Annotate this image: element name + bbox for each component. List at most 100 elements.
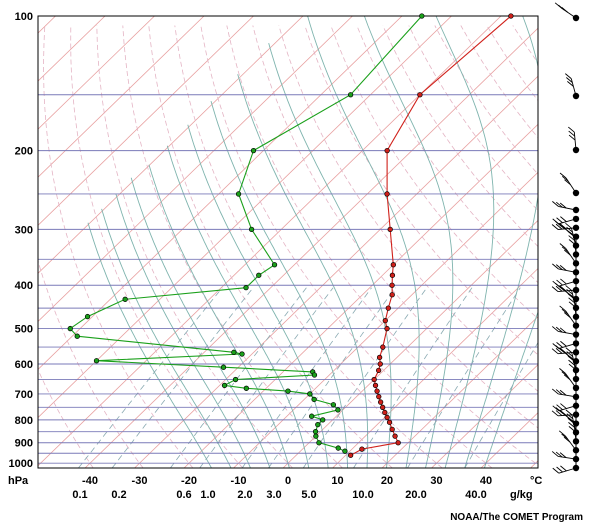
- dewpoint-point: [347, 92, 354, 98]
- wind-barb-shaft: [558, 414, 577, 417]
- wind-barb-feather: [566, 288, 573, 295]
- temperature-point: [380, 404, 386, 410]
- dry-adiabat-line: [38, 368, 94, 468]
- mixing-ratio-line: [302, 287, 428, 468]
- wind-barb-feather: [560, 216, 567, 223]
- temperature-point: [390, 262, 396, 268]
- dewpoint-point: [307, 391, 313, 397]
- temperature-point: [384, 147, 390, 154]
- wind-barb-feather: [567, 81, 574, 87]
- mixing-ratio-line: [353, 287, 473, 468]
- wind-barb-feather: [565, 409, 573, 416]
- wind-barb-feather: [556, 279, 563, 286]
- temperature-point: [371, 376, 377, 383]
- wind-barb-shaft: [558, 393, 577, 398]
- isotherm-line: [38, 16, 452, 419]
- wind-barb-station: [572, 402, 580, 409]
- wind-barb-feather: [567, 231, 575, 237]
- dewpoint-point: [315, 422, 321, 428]
- wind-barb-feather: [568, 134, 576, 141]
- wind-barb-feather: [551, 224, 559, 230]
- moist-adiabat-line: [268, 42, 392, 468]
- wind-barb-feather: [559, 202, 567, 209]
- wind-barb-feather: [561, 308, 569, 315]
- dry-adiabat-line: [70, 25, 244, 468]
- temperature-point: [389, 426, 395, 432]
- wind-barb-shaft: [558, 467, 577, 474]
- wind-barb-feather: [555, 285, 563, 292]
- pressure-tick-label: 300: [15, 224, 33, 236]
- temperature-point: [376, 394, 382, 400]
- pressure-tick-label: 400: [15, 280, 33, 292]
- wind-barb-feather: [563, 436, 571, 443]
- temperature-tick-label: -30: [132, 475, 148, 487]
- pressure-labels: 100 200 300 400 500 600 700 800 900 1000 hPa: [8, 11, 33, 487]
- moist-adiabat-line: [210, 100, 349, 468]
- isotherm-line: [84, 27, 538, 468]
- isotherm-line: [38, 16, 205, 178]
- wind-barb-feather: [555, 348, 563, 354]
- dewpoint-point: [311, 372, 318, 378]
- isotherm-line: [282, 219, 538, 468]
- wind-barb-feather: [568, 239, 576, 245]
- wind-barb-feather: [568, 422, 575, 428]
- wind-barb-feather: [565, 347, 573, 353]
- mixing-ratio-tick-label: 5.0: [301, 489, 316, 501]
- wind-barb-feather: [556, 404, 563, 411]
- isotherm-line: [183, 123, 538, 468]
- dry-adiabat-line: [96, 25, 293, 468]
- dry-adiabat-line: [460, 25, 538, 139]
- dry-adiabat-line: [278, 25, 538, 392]
- wind-barb-feather: [561, 246, 569, 253]
- temperature-point: [376, 354, 383, 361]
- mixing-ratio-tick-label: 40.0: [465, 489, 486, 501]
- dewpoint-point: [309, 413, 315, 419]
- temperature-tick-label: -20: [181, 475, 197, 487]
- dewpoint-point: [220, 364, 227, 370]
- mixing-ratio-line: [241, 287, 372, 468]
- wind-barb-feather: [556, 217, 563, 224]
- temperature-point: [395, 440, 401, 446]
- wind-barb-feather: [552, 263, 559, 270]
- dewpoint-point: [419, 13, 425, 19]
- wind-barb-feather: [559, 327, 567, 334]
- dewpoint-point: [311, 396, 317, 403]
- temperature-tick-label: 40: [480, 475, 492, 487]
- dewpoint-point: [316, 440, 322, 446]
- mixing-ratio-tick-label: 20.0: [405, 489, 426, 501]
- wind-barb-feather: [561, 371, 569, 377]
- mixing-ratio-labels: 0.1 0.2 0.6 1.0 2.0 3.0 5.0 10.0 20.0 40.0 g/kg: [72, 489, 532, 501]
- wind-barb-shaft: [573, 298, 577, 317]
- mixing-ratio-unit-label: g/kg: [510, 489, 533, 501]
- wind-barb-shaft: [573, 361, 577, 380]
- wind-barb-feather: [568, 126, 575, 133]
- wind-barb-feather: [559, 452, 567, 458]
- wind-barb-feather: [552, 467, 560, 474]
- wind-barb-feather: [568, 426, 576, 432]
- wind-barb-feather: [567, 418, 575, 424]
- wind-barb-feather: [568, 130, 575, 137]
- mixing-ratio-line: [78, 287, 223, 468]
- temperature-point: [384, 191, 390, 197]
- dry-adiabat-line: [252, 25, 538, 429]
- moist-adiabat-line: [464, 16, 538, 468]
- wind-barb-feather: [568, 235, 575, 241]
- dry-adiabat-line: [434, 25, 538, 175]
- wind-barb-feather: [566, 77, 573, 83]
- dewpoint-point: [243, 385, 249, 391]
- temperature-point: [384, 414, 390, 421]
- credit-text: NOAA/The COMET Program: [450, 512, 583, 523]
- dry-adiabat-line: [539, 26, 591, 469]
- temperature-tick-label: 10: [331, 475, 343, 487]
- wind-barb-shaft: [573, 236, 577, 255]
- wind-barb-feather: [567, 355, 575, 362]
- wind-barb-feather: [551, 410, 559, 417]
- wind-barb-shaft: [558, 218, 577, 225]
- temperature-point: [376, 367, 382, 374]
- wind-barb-feather: [564, 179, 571, 186]
- wind-barb-feather: [561, 433, 568, 440]
- temperature-point: [382, 318, 388, 324]
- wind-barb-feather: [566, 351, 573, 357]
- wind-barb-feather: [567, 293, 575, 300]
